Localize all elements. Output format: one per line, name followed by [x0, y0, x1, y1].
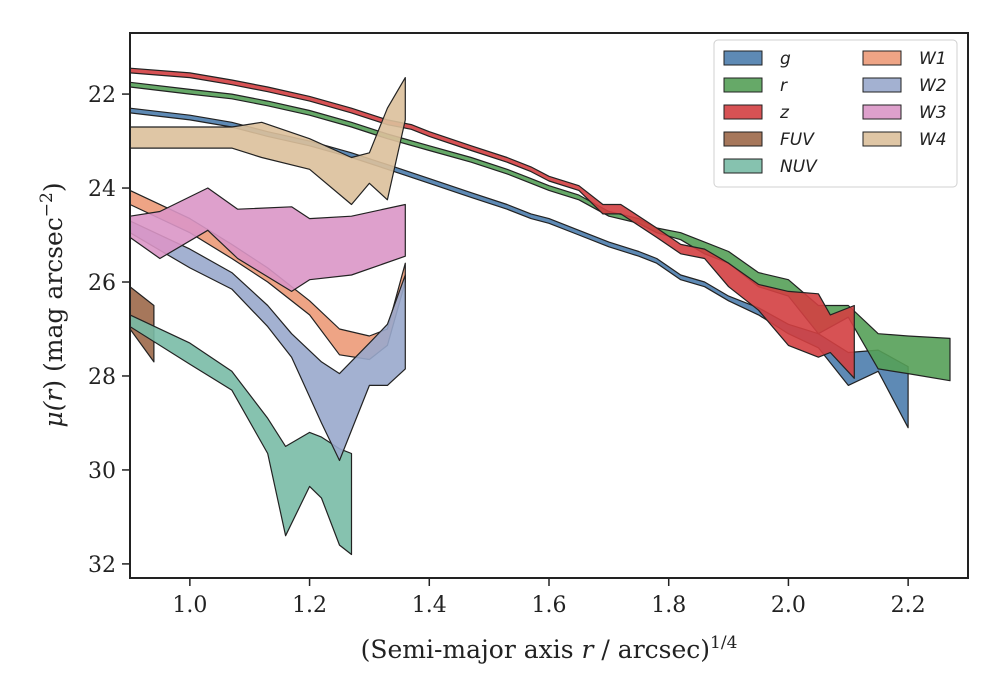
- legend-swatch-w3: [862, 104, 902, 120]
- legend-swatch-z: [723, 104, 763, 120]
- band-nuv: [130, 314, 353, 556]
- legend-label-w1: W1: [919, 49, 947, 69]
- x-tick-label: 1.2: [292, 593, 327, 618]
- legend-swatch-r: [723, 77, 763, 93]
- legend-label-z: z: [779, 103, 790, 123]
- band-r: [130, 81, 951, 382]
- x-axis-label: (Semi-major axis r / arcsec)1/4: [361, 633, 738, 664]
- legend: grz FUV NUV W1 W2 W3 W4: [713, 39, 958, 188]
- legend-swatch-w2: [862, 77, 902, 93]
- legend-box: [713, 39, 958, 188]
- legend-label-w4: W4: [919, 130, 947, 150]
- legend-label-nuv: NUV: [780, 157, 818, 177]
- y-axis-ticks: 22 24 26 28 30 32: [88, 83, 130, 578]
- y-tick-label: 22: [88, 83, 116, 108]
- x-tick-label: 2.2: [891, 593, 926, 618]
- legend-swatch-w1: [862, 50, 902, 66]
- band-w3: [130, 187, 406, 292]
- legend-label-w3: W3: [919, 103, 947, 123]
- legend-swatch-nuv: [723, 158, 763, 174]
- x-tick-label: 1.0: [172, 593, 207, 618]
- legend-label-r: r: [780, 76, 788, 96]
- legend-label-fuv: FUV: [780, 130, 815, 150]
- x-tick-label: 2.0: [771, 593, 806, 618]
- legend-swatch-w4: [862, 131, 902, 147]
- band-w2: [130, 220, 406, 462]
- y-tick-label: 24: [88, 177, 116, 202]
- y-axis-label: μ(r) (mag arcsec−2): [37, 182, 68, 427]
- y-tick-label: 30: [88, 459, 116, 484]
- legend-label-w2: W2: [919, 76, 947, 96]
- y-tick-label: 28: [88, 365, 116, 390]
- x-tick-label: 1.6: [532, 593, 567, 618]
- legend-swatch-fuv: [723, 131, 763, 147]
- x-axis-ticks: 1.0 1.2 1.4 1.6 1.8 2.0 2.2: [172, 578, 926, 618]
- band-z: [130, 67, 855, 379]
- profile-bands: [130, 67, 951, 556]
- x-tick-label: 1.8: [651, 593, 686, 618]
- y-tick-label: 26: [88, 271, 116, 296]
- y-tick-label: 32: [88, 553, 116, 578]
- legend-label-g: g: [780, 49, 791, 69]
- x-tick-label: 1.4: [412, 593, 447, 618]
- band-g: [130, 107, 909, 429]
- band-w4: [130, 76, 406, 206]
- legend-swatch-g: [723, 50, 763, 66]
